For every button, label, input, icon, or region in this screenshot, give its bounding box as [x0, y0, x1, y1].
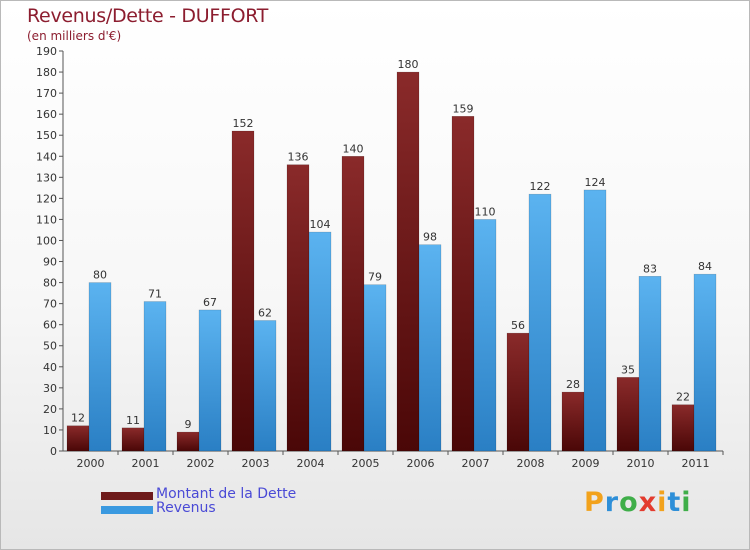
y-tick-label: 0	[50, 445, 57, 458]
bar-revenue	[143, 301, 167, 452]
value-label-debt: 152	[233, 117, 254, 130]
bar-debt	[561, 391, 585, 452]
value-label-debt: 56	[511, 319, 525, 332]
bar-debt	[451, 116, 475, 452]
bar-revenue	[253, 320, 277, 452]
bar-revenue	[473, 219, 497, 452]
y-tick-label: 60	[43, 319, 57, 332]
y-tick-label: 90	[43, 256, 57, 269]
x-tick-label: 2009	[572, 457, 600, 470]
bar-revenue	[418, 244, 442, 452]
value-labels: 12 80 11 71 9 67 152 62 136 104 140 79 180 98 159 110 56…	[71, 58, 712, 431]
x-tick-label: 2004	[297, 457, 325, 470]
legend-label-debt: Montant de la Dette	[156, 486, 297, 502]
value-label-debt: 180	[398, 58, 419, 71]
value-label-revenue: 80	[93, 269, 107, 282]
value-label-debt: 159	[453, 102, 474, 115]
legend-swatch-debt	[101, 492, 153, 500]
value-label-revenue: 110	[475, 205, 496, 218]
axes: 0 10 20 30 40 50 60 70 80 90 100 110 120 130 140 150 160…	[36, 45, 724, 470]
legend-swatch-revenue	[101, 506, 153, 514]
value-label-revenue: 104	[310, 218, 331, 231]
bars	[66, 71, 717, 452]
value-label-debt: 22	[676, 391, 690, 404]
value-label-revenue: 83	[643, 262, 657, 275]
brand-letter: r	[604, 487, 620, 518]
bar-revenue	[88, 282, 112, 452]
y-tick-label: 40	[43, 361, 57, 374]
value-label-debt: 35	[621, 363, 635, 376]
bar-debt	[341, 156, 365, 452]
bar-debt	[671, 404, 695, 452]
x-tick-label: 2010	[627, 457, 655, 470]
bar-revenue	[583, 189, 607, 452]
bar-debt	[121, 427, 145, 452]
brand-letter: P	[584, 487, 605, 518]
bar-debt	[616, 377, 640, 452]
y-tick-label: 100	[36, 234, 57, 247]
value-label-debt: 11	[126, 414, 140, 427]
y-tick-label: 190	[36, 45, 57, 58]
legend-label-revenue: Revenus	[156, 500, 216, 516]
x-tick-label: 2006	[407, 457, 435, 470]
value-label-revenue: 84	[698, 260, 712, 273]
y-tick-label: 180	[36, 66, 57, 79]
value-label-revenue: 71	[148, 288, 162, 301]
brand-letter: t	[667, 487, 682, 518]
y-tick-label: 140	[36, 150, 57, 163]
brand-logo: Proxiti	[584, 487, 692, 518]
bar-revenue	[308, 231, 332, 452]
y-tick-label: 110	[36, 213, 57, 226]
bar-debt	[66, 425, 90, 452]
y-tick-label: 160	[36, 108, 57, 121]
bar-revenue	[363, 284, 387, 452]
x-tick-label: 2003	[242, 457, 270, 470]
x-tick-label: 2002	[187, 457, 215, 470]
x-tick-label: 2007	[462, 457, 490, 470]
brand-letter: i	[657, 487, 668, 518]
value-label-debt: 136	[288, 151, 309, 164]
x-tick-label: 2001	[132, 457, 160, 470]
value-label-revenue: 79	[368, 271, 382, 284]
bar-revenue	[198, 309, 222, 452]
value-label-debt: 140	[343, 142, 364, 155]
x-tick-label: 2011	[682, 457, 710, 470]
bar-debt	[286, 164, 310, 452]
value-label-revenue: 67	[203, 296, 217, 309]
y-tick-label: 70	[43, 298, 57, 311]
x-tick-label: 2005	[352, 457, 380, 470]
y-tick-label: 130	[36, 171, 57, 184]
brand-letter: x	[638, 487, 658, 518]
y-tick-label: 150	[36, 129, 57, 142]
value-label-revenue: 122	[530, 180, 551, 193]
y-tick-label: 50	[43, 340, 57, 353]
chart-title: Revenus/Dette - DUFFORT	[27, 5, 269, 27]
x-tick-label: 2000	[77, 457, 105, 470]
chart-subtitle: (en milliers d'€)	[27, 29, 122, 43]
bar-revenue	[528, 193, 552, 452]
y-tick-label: 170	[36, 87, 57, 100]
y-tick-label: 20	[43, 403, 57, 416]
y-tick-label: 120	[36, 192, 57, 205]
bar-revenue	[693, 273, 717, 452]
x-tick-label: 2008	[517, 457, 545, 470]
value-label-debt: 12	[71, 412, 85, 425]
value-label-revenue: 124	[585, 176, 606, 189]
brand-letter: o	[619, 487, 639, 518]
y-tick-label: 10	[43, 424, 57, 437]
bar-revenue	[638, 276, 662, 452]
value-label-revenue: 98	[423, 231, 437, 244]
value-label-debt: 28	[566, 378, 580, 391]
bar-debt	[176, 431, 200, 452]
y-tick-label: 80	[43, 277, 57, 290]
bar-debt	[506, 332, 530, 452]
bar-debt	[231, 130, 255, 452]
y-tick-label: 30	[43, 382, 57, 395]
brand-letter: i	[681, 487, 692, 518]
value-label-revenue: 62	[258, 306, 272, 319]
value-label-debt: 9	[185, 418, 192, 431]
bar-debt	[396, 71, 420, 452]
